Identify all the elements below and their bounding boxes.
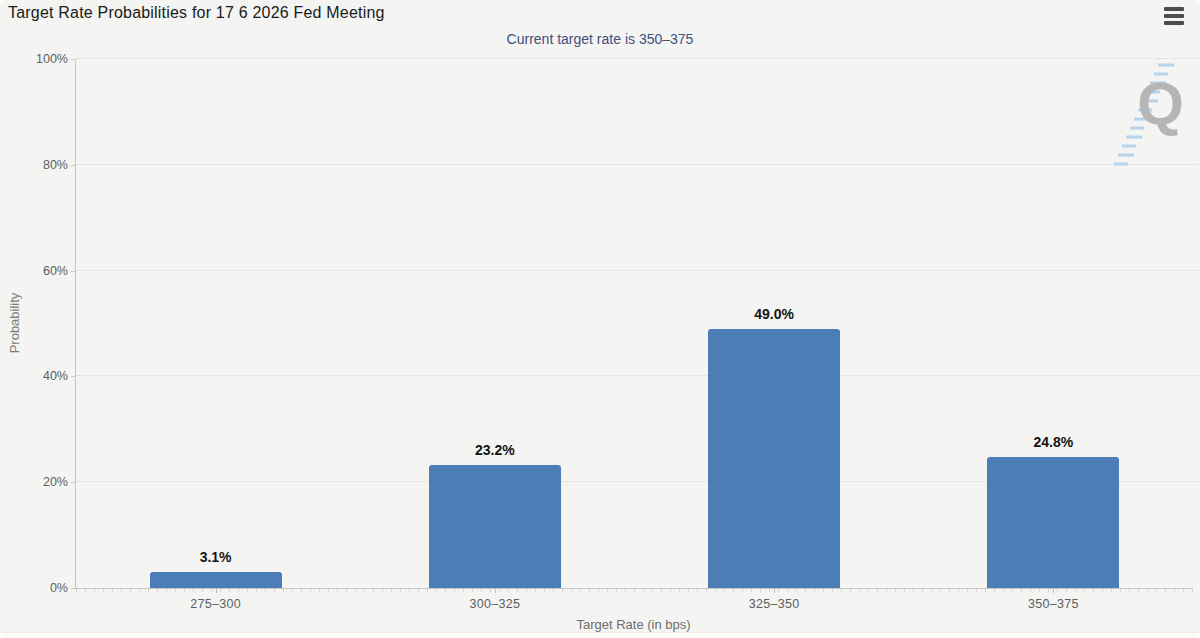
plot-area: 3.1%275–30023.2%300–32549.0%325–35024.8%… bbox=[75, 59, 1193, 589]
x-axis-tick bbox=[216, 588, 217, 593]
bottom-strip bbox=[0, 632, 1200, 638]
x-axis-minor-ticks bbox=[76, 589, 1193, 592]
hamburger-icon bbox=[1164, 7, 1184, 11]
x-axis-title: Target Rate (in bps) bbox=[75, 617, 1192, 632]
bar-value-label: 23.2% bbox=[355, 442, 634, 458]
chart-subtitle: Current target rate is 350–375 bbox=[0, 31, 1200, 47]
x-tick-label: 300–325 bbox=[355, 597, 634, 611]
bar-slot: 23.2%300–325 bbox=[355, 59, 634, 588]
fedwatch-chart-panel: Target Rate Probabilities for 17 6 2026 … bbox=[0, 0, 1200, 638]
bar-value-label: 3.1% bbox=[76, 549, 355, 565]
chart-title: Target Rate Probabilities for 17 6 2026 … bbox=[8, 4, 385, 22]
x-tick-label: 275–300 bbox=[76, 597, 355, 611]
bar-slot: 24.8%350–375 bbox=[914, 59, 1193, 588]
x-tick-label: 325–350 bbox=[635, 597, 914, 611]
probability-bar[interactable] bbox=[708, 329, 840, 588]
x-axis-tick bbox=[1053, 588, 1054, 593]
bar-slot: 3.1%275–300 bbox=[76, 59, 355, 588]
hamburger-icon bbox=[1164, 21, 1184, 25]
x-tick-label: 350–375 bbox=[914, 597, 1193, 611]
y-tick-label: 80% bbox=[0, 158, 68, 172]
y-tick-label: 100% bbox=[0, 52, 68, 66]
y-axis-tick bbox=[71, 588, 76, 589]
y-tick-label: 20% bbox=[0, 475, 68, 489]
y-tick-label: 0% bbox=[0, 581, 68, 595]
probability-bar[interactable] bbox=[150, 572, 282, 588]
x-axis-tick bbox=[495, 588, 496, 593]
hamburger-menu-button[interactable] bbox=[1164, 7, 1186, 25]
bar-value-label: 24.8% bbox=[914, 434, 1193, 450]
hamburger-icon bbox=[1164, 14, 1184, 18]
bar-slot: 49.0%325–350 bbox=[635, 59, 914, 588]
bar-slots: 3.1%275–30023.2%300–32549.0%325–35024.8%… bbox=[76, 59, 1193, 588]
probability-bar[interactable] bbox=[429, 465, 561, 588]
y-tick-label: 40% bbox=[0, 369, 68, 383]
y-axis-labels: 0%20%40%60%80%100% bbox=[0, 59, 75, 588]
y-tick-label: 60% bbox=[0, 264, 68, 278]
bar-value-label: 49.0% bbox=[635, 306, 914, 322]
x-axis-tick bbox=[774, 588, 775, 593]
probability-bar[interactable] bbox=[987, 457, 1119, 588]
